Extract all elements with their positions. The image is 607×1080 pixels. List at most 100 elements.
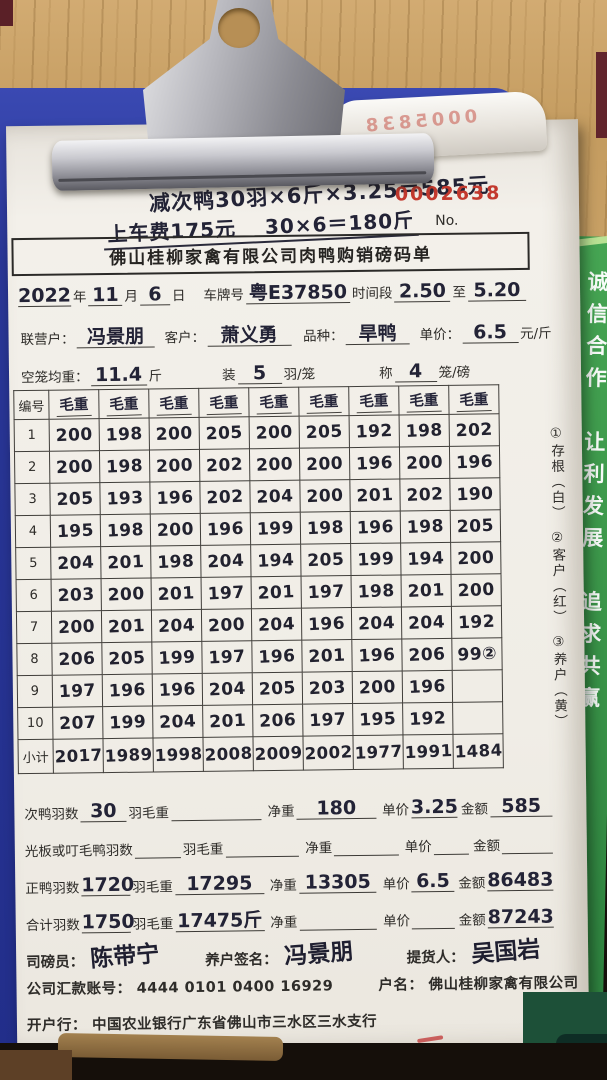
summary-section: 次鸭羽数 30 羽毛重 净重 180 单价 3.25 金额 585 光板或叮毛鸭羽数羽毛重 净重 单价…: [24, 780, 554, 934]
unit-price-unit-label: 元/斤: [519, 325, 552, 342]
weight-value: 196: [307, 613, 346, 635]
subtotal-row: 小计 2017 1989 1998 2008 2009 2002 1977 1991 1484: [17, 733, 504, 774]
row-number-cell: 6: [16, 579, 52, 612]
weight-cell: 205: [300, 543, 352, 577]
col-header-number: 编号: [13, 390, 50, 420]
weight-value: 198: [405, 419, 444, 442]
weight-cell: 200: [451, 573, 502, 607]
weight-cell: 204: [50, 546, 102, 580]
weight-cell: 200: [399, 446, 450, 479]
weight-cell: 201: [101, 610, 152, 643]
weight-value: 200: [405, 451, 444, 474]
unit-label: 羽: [182, 841, 197, 859]
weight-cell: 201: [349, 478, 401, 512]
gross-label: 毛重: [141, 805, 170, 822]
weight-cell: 200: [49, 450, 100, 484]
weight-value: 196: [108, 679, 147, 702]
summary-row: 次鸭羽数 30 羽毛重 净重 180 单价 3.25 金额 585: [24, 780, 553, 824]
subtotal-label-cell: 小计: [17, 739, 54, 774]
background-object-right: [596, 52, 607, 138]
weight-cell: 202: [449, 413, 500, 447]
weight-value: 201: [308, 645, 346, 667]
row-number-cell: 1: [14, 419, 50, 452]
weigh-unit-label: 笼/磅: [438, 364, 471, 381]
amount-value: 585: [489, 795, 553, 818]
summary-row: 正鸭羽数 1720 羽毛重 17295 净重 13305 单价 6.5 金额 86483: [25, 854, 553, 897]
weight-value: 198: [406, 515, 445, 538]
no-label: No.: [435, 212, 459, 230]
month-value: 11: [88, 284, 123, 307]
account-number: 4444 0101 0400 16929: [136, 978, 334, 997]
weight-value: 198: [106, 519, 145, 542]
subtotal-value: 2008: [203, 743, 253, 765]
weight-cell: [452, 669, 503, 703]
summary-row-label: 次鸭羽数: [24, 806, 79, 824]
subtotal-value: 1998: [153, 744, 203, 766]
weight-cell: 200: [49, 418, 100, 452]
weight-value: 202: [205, 454, 244, 476]
jin-label: 斤: [148, 368, 163, 385]
weight-cell: 201: [251, 576, 302, 609]
weight-cell: 206: [401, 638, 453, 671]
weight-cell: 190: [449, 477, 501, 511]
picker-label: 提货人：: [406, 949, 465, 967]
weight-value: 205: [205, 422, 244, 444]
cage-weight-label: 空笼均重：: [20, 369, 89, 387]
weight-cell: 199: [151, 641, 203, 674]
weight-value: 192: [457, 611, 496, 633]
net-label: 净重: [270, 914, 298, 932]
weight-cell: 195: [50, 514, 101, 548]
weight-cell: 200: [249, 448, 300, 481]
weight-value: 200: [456, 547, 495, 569]
row-number-cell: 10: [17, 707, 53, 740]
weight-value: 204: [158, 710, 197, 733]
net-value: 180: [296, 797, 377, 820]
weight-value: 192: [355, 420, 394, 443]
weight-value: 206: [58, 648, 96, 670]
weight-cell: 194: [400, 542, 452, 575]
weight-value: 201: [356, 484, 394, 507]
weight-cell: 198: [351, 574, 402, 608]
weight-cell: 205: [450, 509, 501, 543]
weight-value: 202: [206, 486, 244, 508]
weight-cell: 198: [99, 418, 150, 451]
weight-cell: 196: [449, 445, 500, 479]
weight-value: 201: [407, 579, 446, 602]
col-header-text: 毛重: [456, 387, 492, 412]
weight-value: 196: [356, 516, 395, 539]
serial-number-stamp: 0002638: [394, 182, 502, 206]
amount-label: 金额: [458, 912, 486, 929]
net-label: 净重: [305, 840, 333, 857]
net-label: 净重: [267, 803, 295, 821]
subtotal-cell: 1991: [402, 734, 454, 769]
year-label: 年: [72, 289, 87, 306]
gross-label: 毛重: [196, 841, 224, 858]
price-value: 3.25: [410, 795, 458, 819]
weight-value: 199: [256, 517, 295, 540]
weight-cell: 205: [299, 415, 350, 449]
weight-value: 200: [255, 453, 294, 476]
weight-value: 199: [158, 646, 196, 669]
col-header-gross-weight: 毛重: [148, 388, 200, 419]
weight-cell: 198: [99, 450, 150, 483]
subtotal-cell: 1484: [452, 733, 504, 769]
weight-cell: 194: [250, 544, 302, 577]
unit-label: 羽: [132, 916, 147, 933]
customer-label: 客户：: [164, 329, 206, 347]
weight-cell: 204: [200, 544, 252, 578]
unit-price-value: 6.5: [461, 321, 519, 344]
col-header-text: 毛重: [156, 391, 192, 416]
weight-cell: 200: [450, 541, 502, 575]
subtotal-cell: 1977: [352, 734, 404, 770]
weight-cell: 200: [149, 417, 200, 451]
weight-value: 198: [357, 580, 396, 603]
weight-cell: 196: [149, 481, 201, 515]
weight-cell: 192: [402, 702, 453, 735]
gross-label: 毛重: [145, 879, 173, 896]
subtotal-cell: 2009: [252, 736, 304, 771]
weight-cell: 202: [199, 448, 250, 482]
year-value: 2022: [17, 284, 72, 308]
partner-label: 联营户：: [20, 331, 75, 349]
weight-value: 203: [57, 584, 96, 606]
subtotal-cell: 1989: [102, 737, 154, 773]
